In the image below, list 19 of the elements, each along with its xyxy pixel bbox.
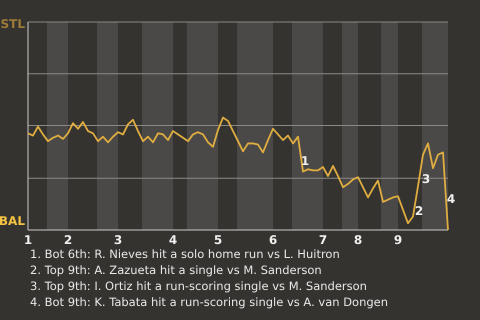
x-tick-label: 2 (64, 233, 72, 247)
x-tick-label: 6 (268, 233, 278, 247)
text: 1. Bot 6th: R. Nieves hit a solo home run vs L. Huitron (30, 247, 340, 261)
text: STL (0, 17, 26, 31)
x-tick-label: 4 (168, 233, 178, 247)
text: 4. Bot 9th: K. Tabata hit a run-scoring single vs A. van Dongen (30, 295, 388, 309)
x-tick-label: 5 (214, 233, 222, 247)
annotation: 2 (414, 204, 424, 218)
x-tick-label: 9 (394, 233, 402, 247)
text: BAL (0, 214, 26, 228)
x-tick-label: 3 (114, 233, 122, 247)
annotation: 3 (422, 172, 430, 186)
x-tick-label: 7 (318, 233, 328, 247)
annotation: 4 (446, 192, 456, 206)
x-tick-label: 8 (354, 233, 362, 247)
text: 2. Top 9th: A. Zazueta hit a single vs M. Sanderson (30, 263, 322, 277)
annotation: 1 (300, 154, 310, 168)
text: 3. Top 9th: I. Ortiz hit a run-scoring single vs M. Sanderson (30, 279, 367, 293)
x-tick-label: 1 (24, 233, 32, 247)
